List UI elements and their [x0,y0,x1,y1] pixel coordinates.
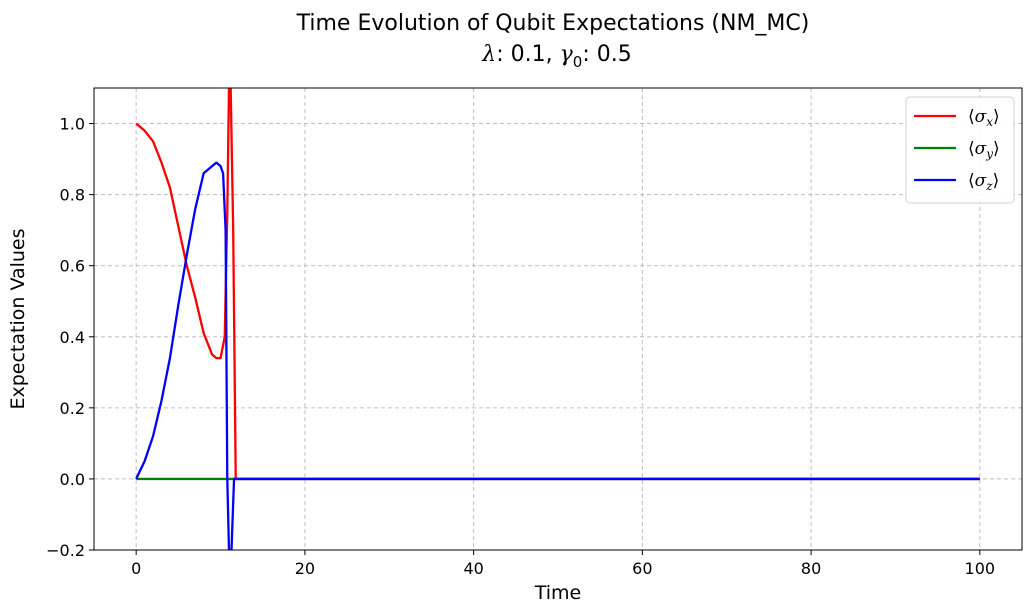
y-tick-label: 0.8 [60,186,85,205]
x-tick-label: 60 [632,559,652,578]
x-tick-label: 40 [463,559,483,578]
legend-label: ⟨σy⟩ [968,139,1000,161]
y-tick-label: −0.2 [46,541,85,560]
plot-frame [93,87,1023,551]
y-tick-label: 0.2 [60,399,85,418]
x-axis-label: Time [534,582,582,604]
gamma-value: : 0.5 [582,42,631,67]
y-tick-label: 0.0 [60,470,85,489]
chart-subtitle: λ: 0.1, γ0: 0.5 [481,42,631,71]
gamma-subscript: 0 [573,53,583,71]
legend: ⟨σx⟩ ⟨σy⟩ ⟨σz⟩ [905,96,1015,204]
series-group [135,88,980,550]
x-tick-label: 0 [131,559,141,578]
y-tick-label: 0.6 [60,257,85,276]
gamma-symbol: γ [560,42,574,67]
legend-label: ⟨σx⟩ [968,107,1000,129]
x-tick-label: 20 [295,559,315,578]
legend-box [905,96,1015,204]
series-line-sigma-z [135,161,980,550]
axis-ticks: 0 20 40 60 80 100 −0.2 0.0 0.2 0.4 0.6 0.8 1.0 [46,115,995,578]
lambda-value: : 0.1, [496,42,559,67]
y-tick-label: 0.4 [60,328,85,347]
series-lines [135,88,980,550]
y-tick-label: 1.0 [60,115,85,134]
x-tick-label: 100 [965,559,996,578]
x-tick-label: 80 [801,559,821,578]
lambda-symbol: λ [481,42,496,67]
series-line-sigma-x [135,88,980,481]
legend-label: ⟨σz⟩ [968,171,999,193]
y-axis-label: Expectation Values [7,228,29,409]
chart-title: Time Evolution of Qubit Expectations (NM… [296,11,810,36]
